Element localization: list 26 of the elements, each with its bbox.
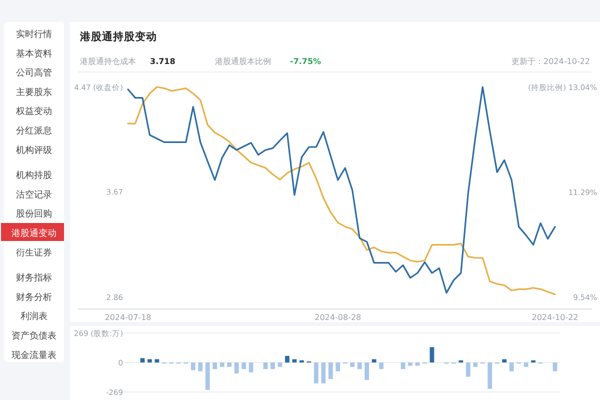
category-label: 港股通变动 [12,228,56,239]
category-label: 公司高管 [16,68,52,79]
category-label: 衍生证券 [16,247,52,258]
category-label: 财务指标 [16,272,52,284]
category-label: 主要股东 [16,86,52,98]
category-label: 机构评级 [16,144,52,156]
category-label: 权益变动 [15,106,52,118]
category-label: 利润表 [20,311,48,322]
category-label: 财务分析 [16,292,52,303]
text: 更新于：2024-10-22 [512,57,590,66]
x-tick-label: 2024-10-22 [532,313,578,322]
category-label: 分红派息 [16,126,52,136]
category-label: 基本资料 [16,48,52,60]
category-label: 沽空记录 [16,189,52,200]
x-tick-label: 2024-08-28 [314,313,362,322]
chart-title: 港股通持股变动 [79,30,157,43]
text: 3.718 [150,57,176,66]
category-label: 现金流量表 [12,350,56,361]
x-tick-label: 2024-07-18 [104,313,152,322]
category-label: 股份回购 [16,208,52,220]
category-label: 实时行情 [16,29,52,40]
category-label: 资产负债表 [12,330,56,342]
text: -7.75% [290,57,322,66]
category-label: 机构持股 [16,170,52,182]
text: 港股通持仓成本 [80,57,136,66]
text: 港股通股本比例 [215,57,271,66]
